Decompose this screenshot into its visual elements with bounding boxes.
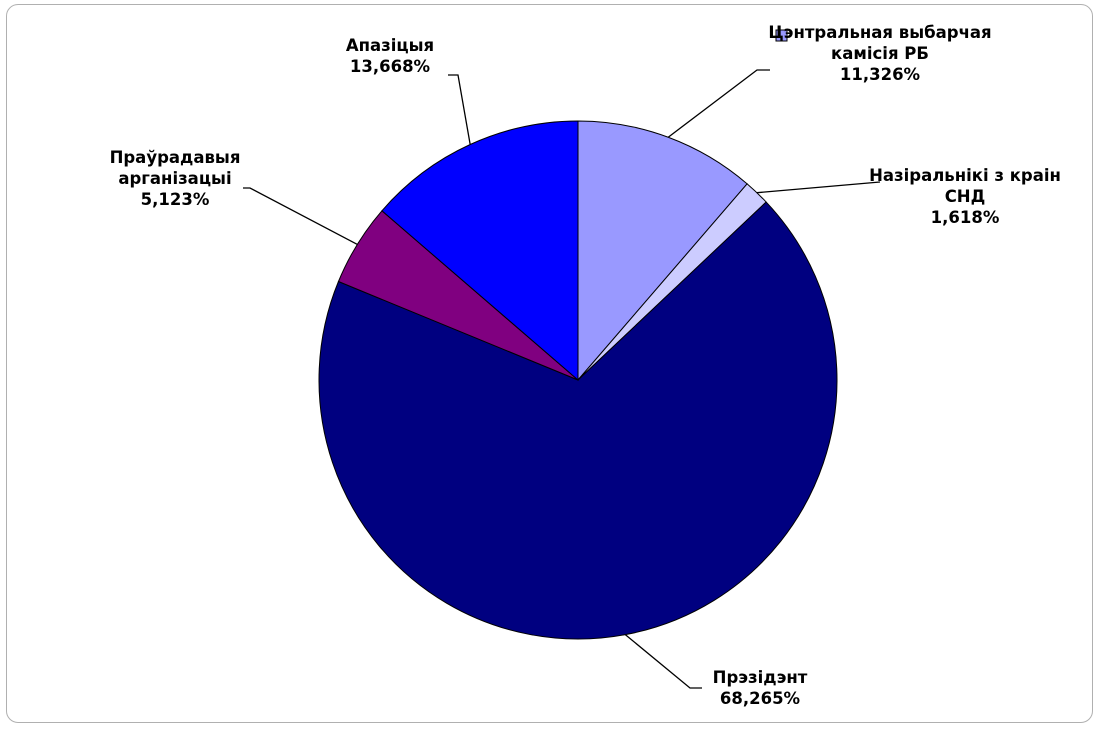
- slice-name: Прэзідэнт: [712, 668, 808, 687]
- slice-value: 5,123%: [140, 190, 210, 209]
- pie-slice: [318, 201, 838, 640]
- leader-line: [756, 181, 881, 194]
- slice-name: Назіральнікі з краін СНД: [869, 166, 1061, 206]
- chart-frame: [6, 4, 1093, 723]
- data-label: Цэнтральная выбарчая камісія РБ 11,326%: [765, 22, 995, 85]
- legend-key: [775, 29, 788, 42]
- data-label: Апазіцыя 13,668%: [310, 35, 470, 77]
- leader-line: [243, 187, 358, 245]
- slice-value: 13,668%: [349, 57, 431, 76]
- leader-line: [624, 634, 702, 689]
- slice-value: 11,326%: [839, 65, 921, 84]
- slice-name: Праўрадавыя арганізацыі: [109, 148, 241, 188]
- data-label: Назіральнікі з краін СНД 1,618%: [860, 165, 1070, 228]
- slice-value: 68,265%: [719, 689, 801, 708]
- pie-slice: [381, 120, 579, 382]
- slice-value: 1,618%: [930, 208, 1000, 227]
- slice-name: Цэнтральная выбарчая камісія РБ: [768, 23, 992, 63]
- leader-line: [448, 74, 471, 145]
- leader-line: [667, 69, 770, 138]
- data-label: Прэзідэнт 68,265%: [670, 667, 850, 709]
- slice-name: Апазіцыя: [345, 36, 435, 55]
- data-label: Праўрадавыя арганізацыі 5,123%: [70, 147, 280, 210]
